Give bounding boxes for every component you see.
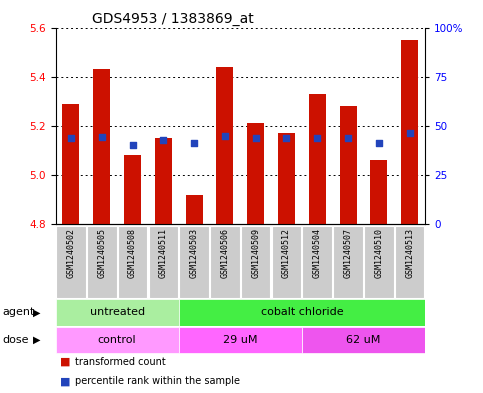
Bar (87, 226, 116, 298)
Bar (56, 327, 179, 353)
Point (221, 132, 229, 139)
Bar (395, 226, 425, 298)
Text: 29 uM: 29 uM (223, 335, 257, 345)
Bar (149, 226, 178, 298)
Bar (93, 69, 110, 224)
Point (283, 135, 290, 141)
Bar (210, 226, 240, 298)
Text: agent: agent (2, 307, 35, 318)
Text: GSM1240506: GSM1240506 (220, 228, 229, 279)
Bar (364, 226, 394, 298)
Point (344, 135, 352, 141)
Point (313, 135, 321, 141)
Point (128, 142, 136, 149)
Text: GSM1240505: GSM1240505 (97, 228, 106, 279)
Text: dose: dose (2, 335, 29, 345)
Text: GSM1240513: GSM1240513 (405, 228, 414, 279)
Text: cobalt chloride: cobalt chloride (260, 307, 343, 318)
Bar (340, 106, 356, 224)
Text: control: control (98, 335, 136, 345)
Bar (62, 104, 79, 224)
Bar (56, 299, 179, 326)
Bar (179, 226, 209, 298)
Point (67, 135, 75, 141)
Bar (179, 327, 302, 353)
Text: GSM1240507: GSM1240507 (343, 228, 353, 279)
Text: ■: ■ (60, 356, 71, 367)
Bar (309, 94, 326, 224)
Text: ▶: ▶ (33, 335, 41, 345)
Bar (401, 40, 418, 224)
Bar (333, 226, 363, 298)
Text: GSM1240502: GSM1240502 (67, 228, 75, 279)
Bar (241, 226, 270, 298)
Text: GSM1240504: GSM1240504 (313, 228, 322, 279)
Point (98, 134, 106, 140)
Point (190, 140, 198, 146)
Bar (124, 155, 141, 224)
Bar (302, 327, 425, 353)
Bar (179, 299, 425, 326)
Text: 62 uM: 62 uM (346, 335, 381, 345)
Bar (272, 226, 301, 298)
Text: transformed count: transformed count (75, 356, 166, 367)
Point (159, 137, 167, 143)
Bar (185, 195, 202, 224)
Bar (56, 226, 85, 298)
Point (375, 140, 383, 146)
Text: ■: ■ (60, 376, 71, 386)
Point (406, 130, 413, 136)
Bar (216, 67, 233, 224)
Text: GDS4953 / 1383869_at: GDS4953 / 1383869_at (93, 13, 254, 26)
Point (252, 135, 259, 141)
Bar (278, 133, 295, 224)
Bar (370, 160, 387, 224)
Bar (155, 138, 172, 224)
Text: GSM1240503: GSM1240503 (190, 228, 199, 279)
Text: GSM1240508: GSM1240508 (128, 228, 137, 279)
Text: GSM1240511: GSM1240511 (159, 228, 168, 279)
Bar (302, 226, 332, 298)
Text: percentile rank within the sample: percentile rank within the sample (75, 376, 240, 386)
Text: untreated: untreated (89, 307, 145, 318)
Text: ▶: ▶ (33, 307, 41, 318)
Text: GSM1240509: GSM1240509 (251, 228, 260, 279)
Text: GSM1240512: GSM1240512 (282, 228, 291, 279)
Bar (118, 226, 147, 298)
Text: GSM1240510: GSM1240510 (374, 228, 384, 279)
Bar (247, 123, 264, 224)
